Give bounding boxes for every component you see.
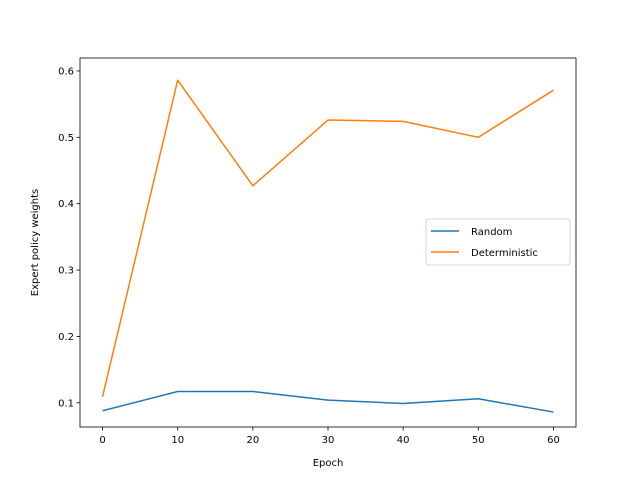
axes-frame [79,57,577,428]
legend-box [425,218,571,266]
y-tick-label: 0.6 [58,66,74,77]
series-line-deterministic [101,79,554,397]
y-tick-label: 0.3 [58,266,74,277]
legend: Random Deterministic [425,218,571,266]
y-axis-label: Expert policy weights [30,189,41,297]
y-axis-ticks: 0.1 0.2 0.3 0.4 0.5 0.6 [58,66,80,409]
legend-label-random: Random [471,227,512,238]
x-axis-label: Epoch [313,458,344,469]
x-axis-ticks: 0 10 20 30 40 50 60 [99,427,560,446]
series-line-random [102,390,554,413]
y-tick-label: 0.4 [58,199,74,210]
x-tick-label: 0 [99,435,105,446]
y-tick-label: 0.5 [58,133,74,144]
legend-label-deterministic: Deterministic [471,248,538,259]
series-lines [101,79,554,413]
x-tick-label: 50 [472,435,485,446]
x-tick-label: 60 [547,435,560,446]
x-tick-label: 30 [322,435,335,446]
x-tick-label: 20 [246,435,259,446]
y-tick-label: 0.1 [58,398,74,409]
x-tick-label: 40 [397,435,410,446]
y-tick-label: 0.2 [58,332,74,343]
x-tick-label: 10 [171,435,184,446]
